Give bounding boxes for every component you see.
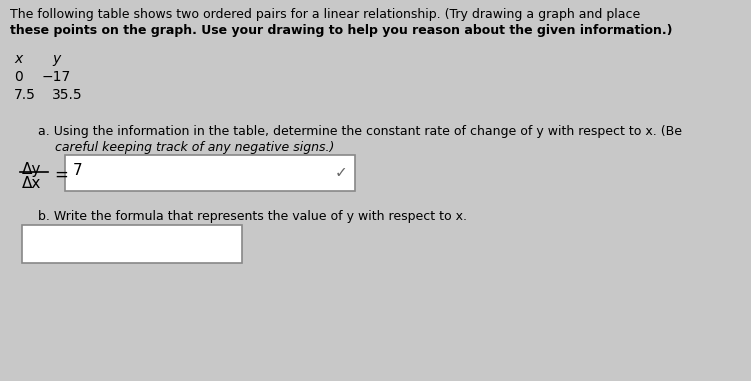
FancyBboxPatch shape	[65, 155, 355, 191]
Text: these points on the graph. Use your drawing to help you reason about the given i: these points on the graph. Use your draw…	[10, 24, 672, 37]
Text: b. Write the formula that represents the value of y with respect to x.: b. Write the formula that represents the…	[38, 210, 467, 223]
Text: careful keeping track of any negative signs.): careful keeping track of any negative si…	[55, 141, 334, 154]
Text: =: =	[54, 166, 68, 184]
Text: The following table shows two ordered pairs for a linear relationship. (Try draw: The following table shows two ordered pa…	[10, 8, 641, 21]
Text: Δy: Δy	[22, 162, 41, 177]
Text: ✓: ✓	[335, 165, 348, 181]
Text: a. Using the information in the table, determine the constant rate of change of : a. Using the information in the table, d…	[38, 125, 682, 138]
FancyBboxPatch shape	[22, 225, 242, 263]
Text: 35.5: 35.5	[52, 88, 83, 102]
Text: y: y	[52, 52, 60, 66]
Text: 7: 7	[73, 163, 83, 178]
Text: 7.5: 7.5	[14, 88, 36, 102]
Text: −17: −17	[42, 70, 71, 84]
Text: x: x	[14, 52, 23, 66]
Text: 0: 0	[14, 70, 23, 84]
Text: Δx: Δx	[22, 176, 41, 191]
